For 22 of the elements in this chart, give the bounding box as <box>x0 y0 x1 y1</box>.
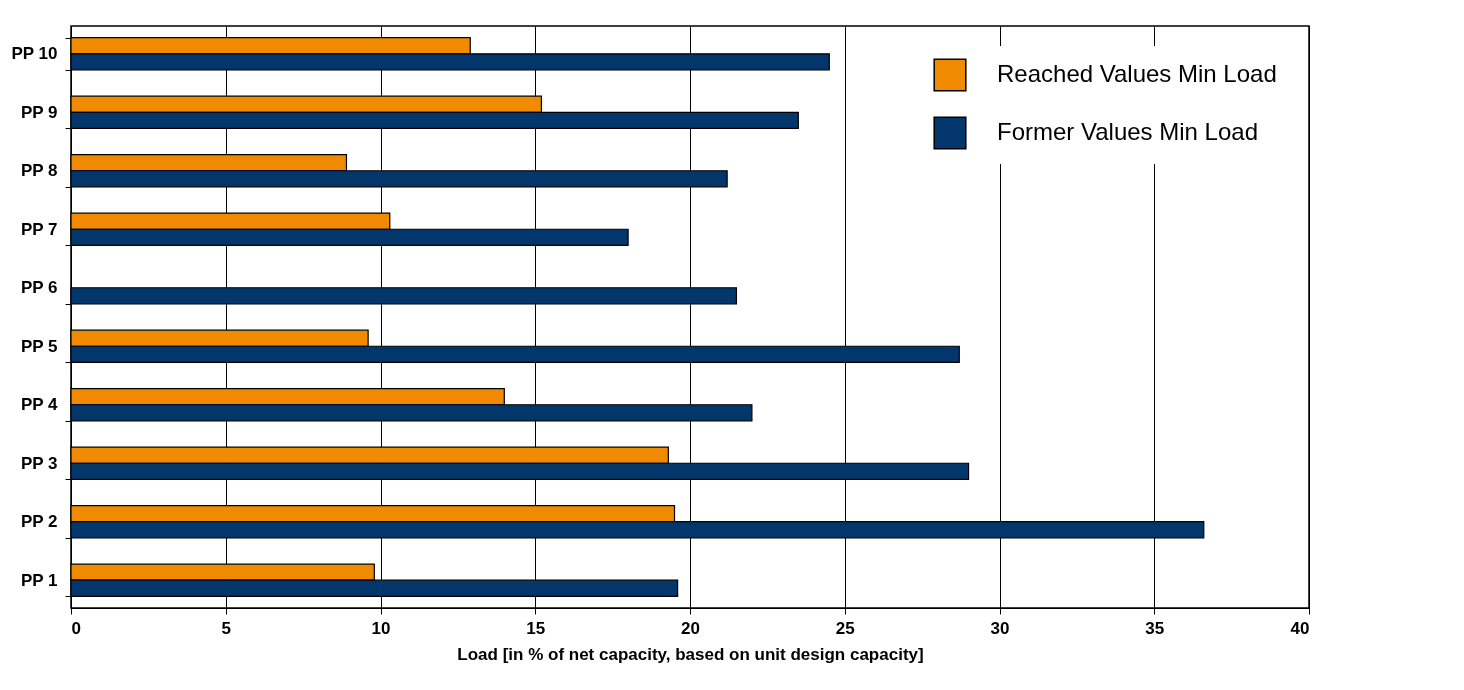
x-tick-label: 15 <box>526 618 546 638</box>
x-tick-label: 25 <box>835 618 855 638</box>
legend-label: Former Values Min Load <box>997 118 1258 145</box>
y-tick-label: PP 5 <box>20 336 58 356</box>
y-tick-label: PP 4 <box>20 395 59 415</box>
y-tick-label: PP 8 <box>20 161 58 181</box>
y-tick-label: PP 9 <box>20 102 58 122</box>
legend-label: Reached Values Min Load <box>997 60 1277 87</box>
y-tick-label: PP 2 <box>20 512 58 532</box>
x-tick-label: 5 <box>221 618 231 638</box>
x-axis-title: Load [in % of net capacity, based on unit design capacity] <box>457 644 924 664</box>
x-tick-label: 20 <box>681 618 700 638</box>
y-tick-label: PP 10 <box>11 44 58 64</box>
x-tick-label: 10 <box>371 618 391 638</box>
y-tick-label: PP 7 <box>20 219 58 239</box>
x-tick-label: 35 <box>1145 618 1165 638</box>
x-tick-label: 30 <box>990 618 1010 638</box>
y-tick-label: PP 3 <box>20 453 58 473</box>
y-tick-label: PP 1 <box>20 570 58 590</box>
x-tick-label: 0 <box>71 618 81 638</box>
y-tick-label: PP 6 <box>20 278 58 298</box>
x-tick-label: 40 <box>1290 618 1310 638</box>
